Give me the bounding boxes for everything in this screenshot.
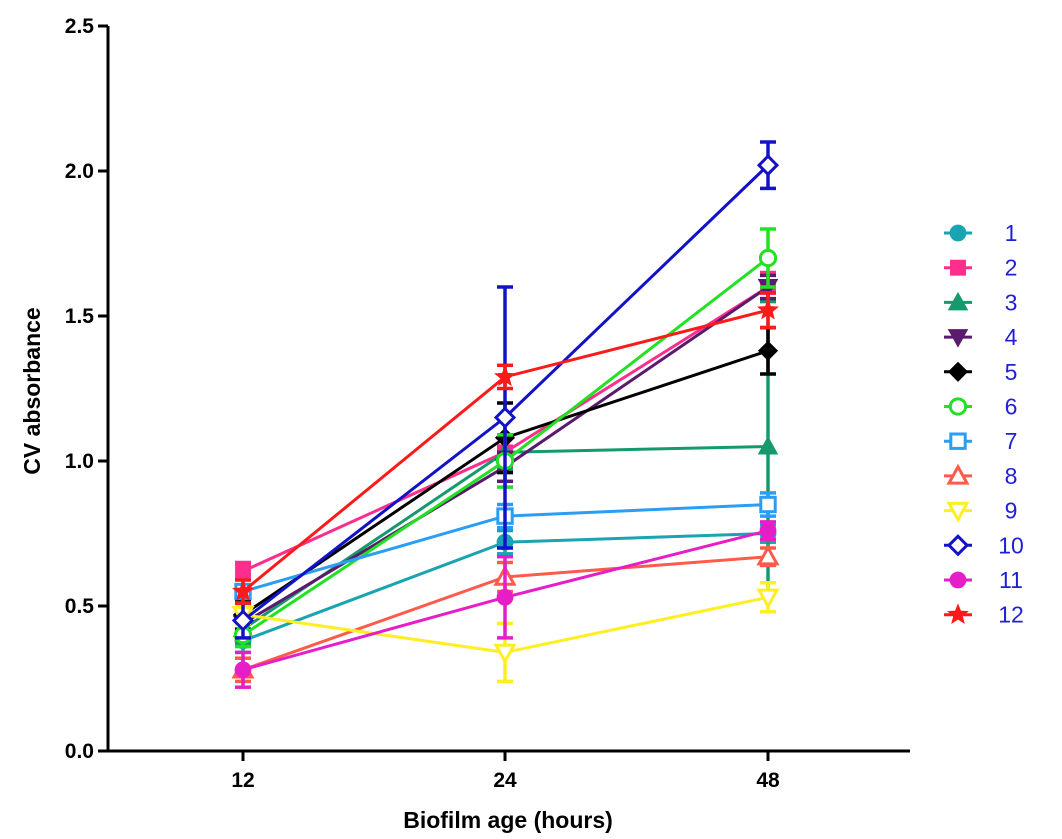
- x-tick-label: 48: [756, 769, 780, 792]
- legend-label: 11: [999, 567, 1023, 593]
- legend-label: 5: [1005, 359, 1018, 385]
- data-point: [756, 154, 780, 177]
- legend-label: 1: [1005, 220, 1018, 246]
- series-10: [231, 140, 780, 640]
- legend-marker: [946, 501, 970, 523]
- legend-marker: [947, 329, 969, 348]
- data-point: [232, 579, 254, 601]
- data-point: [496, 588, 514, 606]
- data-point: [759, 495, 777, 514]
- axes: 0.0 0.5 1.0 1.5 2.0 2.5 12 24 48: [65, 15, 910, 792]
- data-point: [756, 544, 780, 566]
- y-axis-title: CV absorbance: [19, 307, 45, 474]
- data-point: [757, 435, 779, 455]
- legend-item-8: 8: [944, 463, 1017, 489]
- legend-label: 9: [1005, 498, 1018, 524]
- x-axis-title: Biofilm age (hours): [403, 807, 613, 833]
- legend-marker: [949, 571, 967, 589]
- legend-marker: [950, 259, 966, 276]
- y-tick-label: 0.0: [65, 740, 94, 763]
- y-tick-label: 1.5: [65, 305, 95, 328]
- legend-item-4: 4: [944, 324, 1018, 350]
- y-tick-label: 2.0: [65, 160, 94, 183]
- legend-marker: [946, 463, 970, 485]
- legend-item-7: 7: [944, 428, 1017, 454]
- legend-item-9: 9: [944, 498, 1017, 524]
- data-point: [493, 643, 517, 665]
- legend-item-10: 10: [944, 532, 1024, 558]
- legend-label: 3: [1005, 289, 1018, 315]
- x-tick-label: 12: [231, 769, 254, 792]
- y-tick-label: 2.5: [65, 15, 95, 38]
- legend-marker: [947, 291, 969, 311]
- legend-item-2: 2: [944, 255, 1017, 281]
- legend-item-6: 6: [944, 394, 1017, 420]
- legend-marker: [948, 397, 968, 416]
- data-point: [758, 248, 778, 268]
- y-tick-label: 1.0: [65, 450, 94, 473]
- legend-item-1: 1: [944, 220, 1017, 246]
- data-point: [493, 406, 517, 429]
- legend-label: 8: [1005, 463, 1018, 489]
- legend-marker: [947, 361, 969, 382]
- legend-marker: [946, 534, 970, 557]
- data-point: [235, 563, 251, 580]
- x-tick-label: 24: [493, 769, 517, 792]
- data-point: [234, 661, 252, 679]
- series-12: [232, 291, 779, 605]
- legend-item-3: 3: [944, 289, 1017, 315]
- legend-label: 7: [1005, 428, 1018, 454]
- legend-item-5: 5: [944, 359, 1017, 385]
- legend-label: 4: [1005, 324, 1018, 350]
- legend-item-11: 11: [944, 567, 1023, 593]
- data-point: [494, 365, 516, 387]
- legend-label: 10: [998, 532, 1024, 558]
- legend-label: 12: [998, 602, 1024, 628]
- series-11: [234, 520, 777, 689]
- legend-marker: [949, 224, 967, 242]
- legend-item-12: 12: [944, 602, 1024, 628]
- legend-marker: [947, 603, 969, 624]
- legend-marker: [949, 432, 967, 450]
- data-point: [231, 609, 255, 632]
- data-point: [759, 522, 777, 539]
- y-tick-label: 0.5: [65, 595, 95, 618]
- data-point: [757, 298, 779, 320]
- data-point: [756, 588, 780, 610]
- data-point: [757, 340, 779, 361]
- legend-label: 2: [1005, 255, 1018, 281]
- legend-label: 6: [1005, 394, 1018, 420]
- series-layer: [231, 140, 780, 689]
